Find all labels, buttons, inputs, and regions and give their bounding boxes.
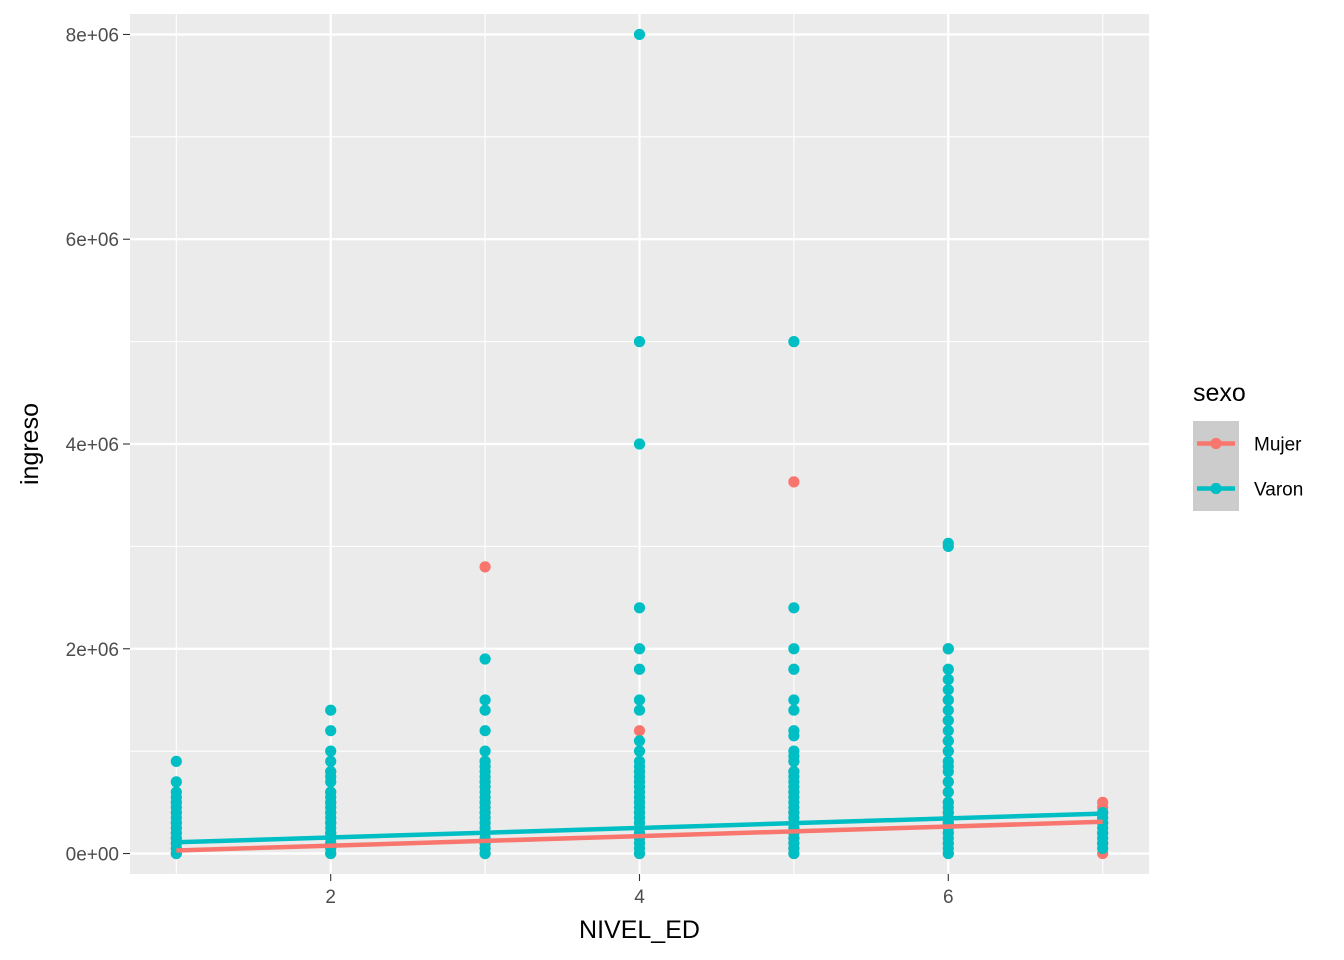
x-axis: 2 4 6 [325,874,954,908]
data-point-varon [633,663,646,675]
legend: sexo Mujer Varon [1193,379,1303,511]
data-point-varon [325,725,337,737]
data-point-mujer [1097,796,1109,808]
data-point-varon [942,643,954,655]
y-axis: 0e+00 2e+06 4e+06 6e+06 8e+06 [66,25,130,866]
legend-key-point-mujer [1210,437,1222,450]
x-tick-label: 2 [325,887,336,908]
data-point-varon [479,694,491,706]
data-point-varon [633,704,646,716]
legend-label-varon: Varon [1254,480,1303,501]
x-axis-title: NIVEL_ED [579,916,700,944]
data-point-varon [942,663,954,675]
data-point-varon [325,704,337,716]
data-point-varon [942,735,954,747]
legend-label-mujer: Mujer [1254,435,1302,456]
legend-title: sexo [1193,379,1246,407]
trend-line-varon [176,811,1103,845]
data-point-varon [479,653,491,665]
data-point-varon [170,786,182,798]
data-point-varon [788,336,800,348]
data-point-varon [942,694,954,706]
x-tick-label: 6 [943,887,954,908]
data-point-varon [788,643,800,655]
data-point-mujer [633,725,646,737]
data-point-varon [479,725,491,737]
data-point-varon [633,438,646,450]
data-point-varon [170,776,182,788]
data-point-varon [942,786,954,798]
data-point-varon [633,694,646,706]
data-point-varon [942,714,954,727]
y-tick-label: 8e+06 [66,25,119,46]
data-point-varon [942,537,954,549]
data-point-varon [942,745,954,757]
data-point-mujer [479,561,491,573]
trend-line-mujer [176,819,1103,853]
x-tick-label: 4 [634,887,645,908]
data-point-varon [325,755,337,767]
data-point-varon [942,725,954,737]
legend-key-point-varon [1210,482,1222,495]
data-point-varon [788,694,800,706]
data-point-varon [633,602,646,614]
data-point-varon [170,755,182,767]
data-point-varon [325,766,337,778]
data-point-varon [788,745,800,757]
y-tick-label: 4e+06 [66,435,119,456]
data-point-varon [788,602,800,614]
data-point-varon [633,28,646,41]
data-point-varon [633,336,646,348]
y-tick-label: 0e+00 [66,845,119,866]
data-point-varon [942,755,954,767]
data-point-varon [633,745,646,757]
scatter-points [170,28,1109,860]
data-point-varon [479,704,491,716]
data-point-varon [788,704,800,716]
data-point-varon [788,766,800,778]
data-point-varon [788,725,800,737]
data-point-varon [942,673,954,686]
data-point-varon [325,786,337,798]
y-axis-title: ingreso [16,403,44,485]
data-point-varon [479,755,491,767]
data-point-varon [479,745,491,757]
data-point-mujer [788,476,800,488]
y-tick-label: 6e+06 [66,230,119,251]
data-point-varon [633,735,646,747]
data-point-varon [942,684,954,696]
data-point-varon [942,796,954,808]
trend-lines [176,811,1103,853]
data-point-varon [325,745,337,757]
data-point-varon [633,643,646,655]
data-point-varon [633,755,646,767]
data-point-varon [942,704,954,716]
y-tick-label: 2e+06 [66,640,119,661]
data-point-varon [788,663,800,675]
data-point-varon [942,776,954,788]
